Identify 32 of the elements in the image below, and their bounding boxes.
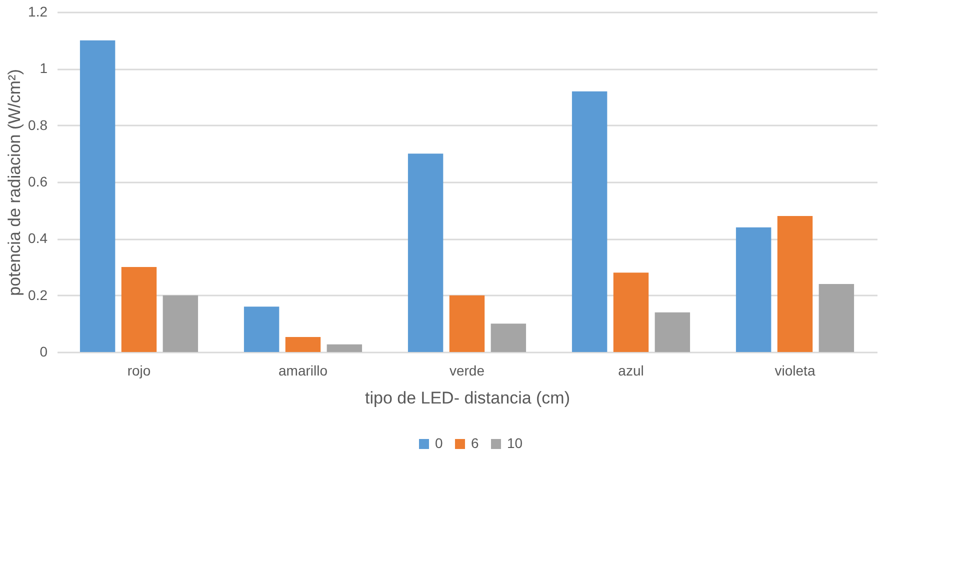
bar <box>490 324 526 352</box>
x-tick-label: verde <box>449 362 485 378</box>
x-tick-label: rojo <box>127 362 151 378</box>
legend-label: 0 <box>435 435 443 451</box>
y-tick-label: 1 <box>40 60 48 76</box>
bar <box>80 40 116 352</box>
x-tick-label: violeta <box>774 362 816 378</box>
bar <box>408 154 444 352</box>
bar <box>654 312 690 352</box>
bar <box>162 295 198 352</box>
y-tick-label: 0.6 <box>28 174 48 190</box>
bar <box>777 216 813 352</box>
x-tick-label: amarillo <box>278 362 328 378</box>
y-axis-title: potencia de radiacion (W/cm²) <box>5 69 24 296</box>
y-tick-label: 0.2 <box>28 286 48 303</box>
bar <box>613 272 649 352</box>
y-tick-label: 0.8 <box>28 116 48 133</box>
bar <box>121 267 157 352</box>
x-tick-label: azul <box>618 362 644 378</box>
y-tick-label: 1.2 <box>28 4 48 20</box>
bar <box>736 227 772 352</box>
bar <box>572 91 608 352</box>
y-tick-label: 0 <box>40 344 48 360</box>
bar <box>285 336 321 352</box>
bar <box>449 295 485 352</box>
legend-label: 10 <box>507 435 523 451</box>
bar <box>818 284 854 352</box>
y-tick-label: 0.4 <box>28 230 48 246</box>
bar <box>244 306 280 352</box>
legend-label: 6 <box>471 435 479 451</box>
bar <box>326 344 362 352</box>
x-axis-title: tipo de LED- distancia (cm) <box>364 388 570 408</box>
